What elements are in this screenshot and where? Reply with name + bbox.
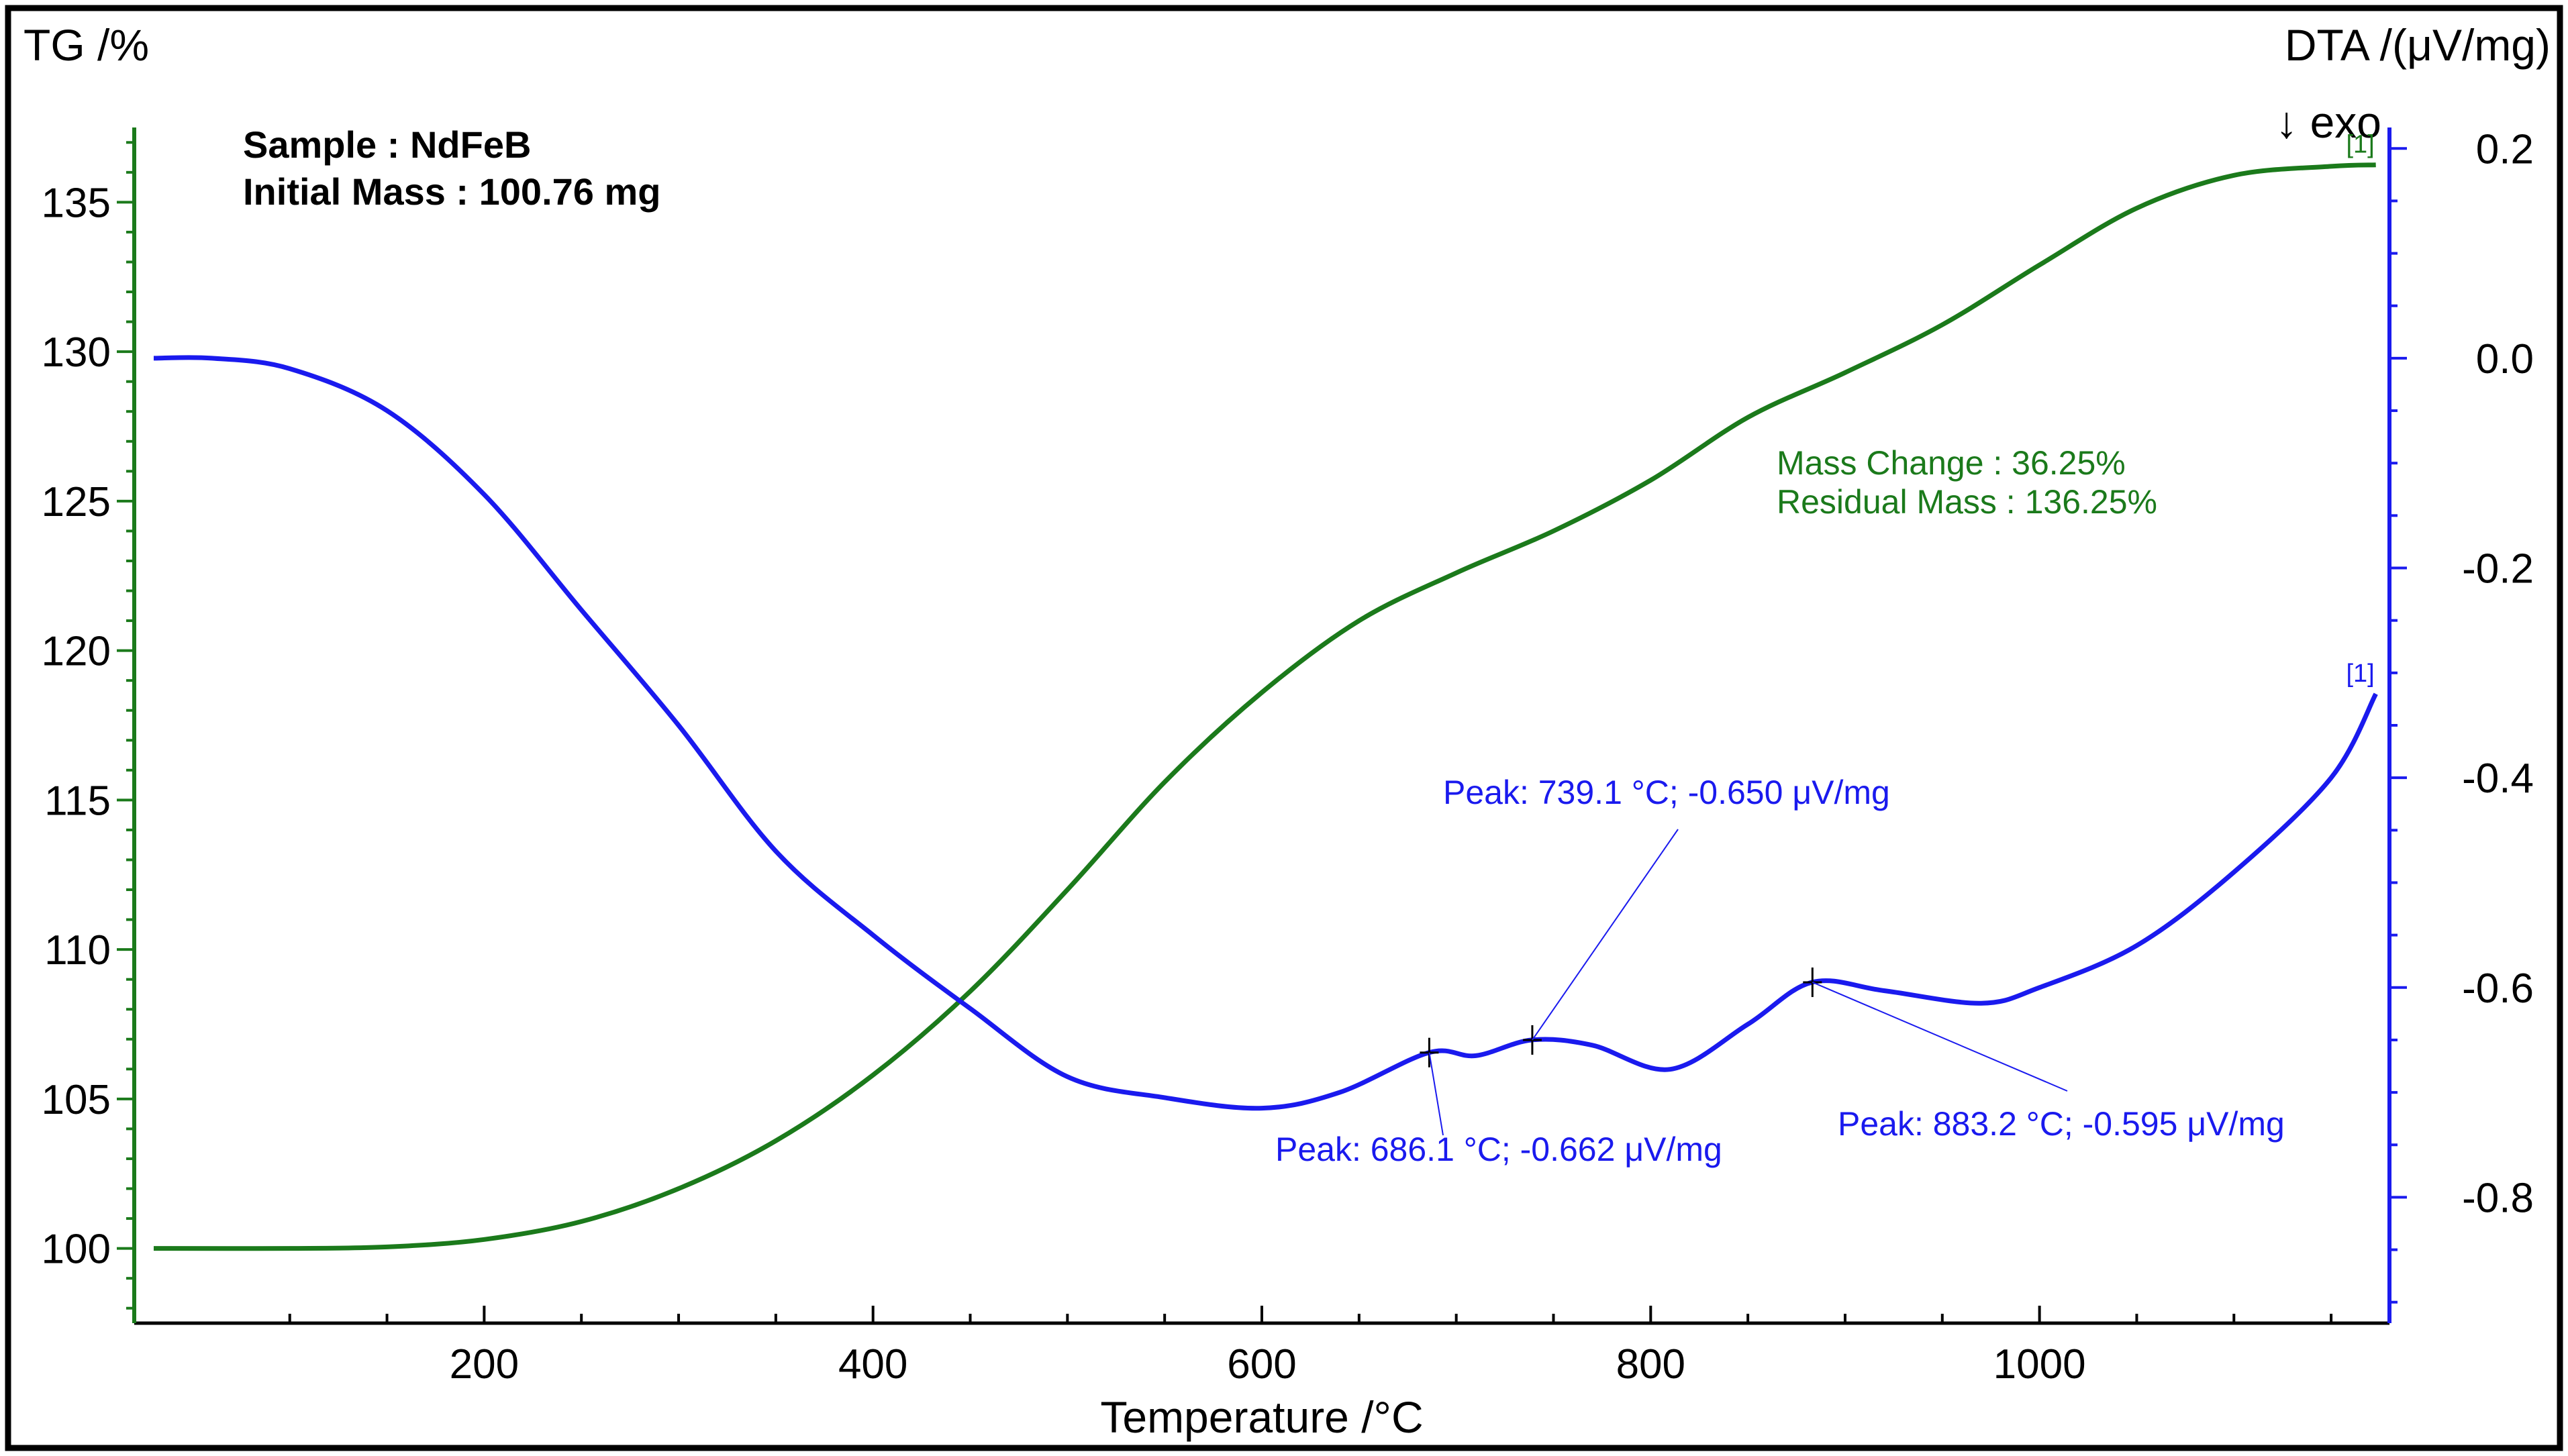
y-left-tick-label: 130	[42, 329, 111, 376]
tg-curve	[153, 162, 2376, 1251]
y-left-axis-title: TG /%	[23, 20, 149, 70]
y-left-tick-label: 115	[44, 778, 111, 824]
y-right-tick-label: -0.6	[2462, 966, 2534, 1012]
x-tick-label: 800	[1616, 1341, 1685, 1388]
y-right-tick-label: -0.4	[2462, 756, 2534, 802]
tg-curve-tag: [1]	[2346, 131, 2374, 159]
y-left-tick-label: 100	[42, 1227, 111, 1273]
y-right-tick-label: 0.2	[2476, 126, 2534, 172]
dta-curve-tag: [1]	[2346, 660, 2374, 688]
y-left-tick-label: 105	[42, 1077, 111, 1123]
y-left-tick-label: 135	[42, 180, 111, 226]
y-right-axis-title: DTA /(μV/mg)	[2285, 20, 2551, 70]
tg-mass-change: Mass Change : 36.25%	[1777, 444, 2126, 482]
peak-leader-line	[1428, 1052, 1444, 1136]
y-left-tick-label: 110	[44, 927, 111, 974]
tg-residual-mass: Residual Mass : 136.25%	[1777, 483, 2157, 521]
x-tick-label: 400	[838, 1341, 907, 1388]
x-tick-label: 200	[450, 1341, 519, 1388]
x-tick-label: 1000	[1993, 1341, 2086, 1388]
y-right-tick-label: -0.8	[2462, 1175, 2534, 1221]
x-tick-label: 600	[1227, 1341, 1296, 1388]
y-right-tick-label: -0.2	[2462, 546, 2534, 592]
peak-label: Peak: 883.2 °C; -0.595 μV/mg	[1838, 1105, 2285, 1143]
y-left-tick-label: 120	[42, 629, 111, 675]
sample-name: Sample : NdFeB	[243, 123, 531, 166]
y-right-tick-label: 0.0	[2476, 336, 2534, 382]
exo-direction-marker: ↓ exo	[2275, 97, 2381, 147]
peak-leader-line	[1532, 829, 1679, 1041]
dta-curve	[153, 355, 2378, 1111]
peak-label: Peak: 686.1 °C; -0.662 μV/mg	[1275, 1131, 1722, 1168]
initial-mass: Initial Mass : 100.76 mg	[243, 170, 660, 213]
peak-leader-line	[1812, 982, 2068, 1092]
chart-frame	[5, 5, 2563, 1451]
x-axis-title: Temperature /°C	[1100, 1392, 1423, 1442]
peak-label: Peak: 739.1 °C; -0.650 μV/mg	[1443, 774, 1890, 811]
y-left-tick-label: 125	[42, 479, 111, 525]
